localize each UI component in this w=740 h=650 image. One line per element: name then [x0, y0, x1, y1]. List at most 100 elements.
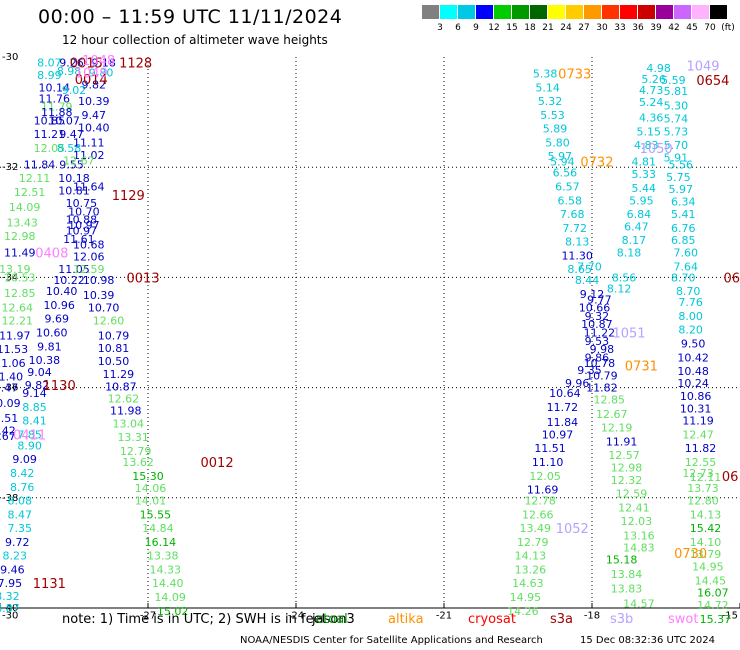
wave-height-label: 5.59 — [661, 74, 686, 87]
wave-height-label: 14.63 — [512, 577, 544, 590]
wave-height-label: 5.41 — [671, 208, 696, 221]
wave-height-label: 7.76 — [678, 296, 703, 309]
wave-height-label: 9.12 — [580, 288, 605, 301]
wave-height-label: 5.70 — [664, 139, 689, 152]
wave-height-label: 5.73 — [664, 125, 689, 138]
wave-height-label: 12.60 — [93, 314, 125, 327]
wave-height-label: 5.94 — [550, 156, 575, 169]
wave-height-label: 5.30 — [664, 99, 689, 112]
chart-subtitle: 12 hour collection of altimeter wave hei… — [62, 33, 328, 47]
legend-label: 45 — [686, 23, 698, 33]
wave-height-label: 14.09 — [154, 591, 186, 604]
y-tick-label: -40 — [2, 603, 18, 614]
pass-time-label: 0730 — [674, 547, 707, 562]
wave-height-label: 4.81 — [632, 156, 657, 169]
pass-time-label: 0013 — [127, 271, 160, 286]
wave-height-label: 5.53 — [540, 109, 565, 122]
chart-title: 00:00 – 11:59 UTC 11/11/2024 — [38, 6, 343, 28]
wave-height-label: 11.82 — [586, 382, 618, 395]
wave-height-label: 12.98 — [611, 461, 643, 474]
wave-height-label: 10.87 — [105, 380, 137, 393]
wave-height-label: 8.23 — [3, 550, 28, 563]
wave-height-label: 4.36 — [639, 112, 664, 125]
wave-height-label: 14.06 — [135, 482, 167, 495]
x-tick-label: -15 — [722, 610, 738, 621]
x-tick-label: -18 — [584, 610, 600, 621]
wave-height-label: 4.73 — [639, 84, 664, 97]
wave-height-label: 13.84 — [611, 568, 643, 581]
wave-height-label: 10.47 — [0, 382, 18, 395]
wave-height-label: 9.77 — [587, 293, 612, 306]
wave-height-label: 9.80 — [89, 66, 114, 79]
footer-note: note: 1) Time is in UTC; 2) SWH is in fe… — [62, 612, 327, 627]
wave-height-label: 6.84 — [627, 208, 652, 221]
wave-height-label: 10.70 — [88, 302, 120, 315]
wave-height-label: 11.05 — [58, 263, 90, 276]
timestamp-text: 15 Dec 08:32:36 UTC 2024 — [580, 635, 715, 646]
pass-time-label: 06 — [722, 470, 739, 485]
wave-height-label: 8.12 — [607, 282, 632, 295]
wave-height-label: 11.21 — [34, 128, 66, 141]
wave-height-label: 12.51 — [14, 186, 46, 199]
wave-height-label: 13.19 — [0, 263, 31, 276]
legend-swatch — [530, 5, 547, 19]
wave-height-label: 13.31 — [117, 431, 149, 444]
wave-height-label: 14.84 — [142, 522, 174, 535]
wave-height-label: 9.18 — [91, 57, 116, 70]
wave-height-label: 5.24 — [639, 96, 664, 109]
wave-height-label: 12.73 — [682, 467, 714, 480]
wave-height-label: 10.86 — [680, 390, 712, 403]
wave-height-label: 9.50 — [681, 338, 706, 351]
pass-time-label: 1048 — [82, 54, 115, 69]
legend-swatch — [548, 5, 565, 19]
legend-label: 18 — [524, 23, 536, 33]
legend-swatch — [566, 5, 583, 19]
wave-height-label: 14.57 — [623, 598, 655, 611]
wave-height-label: 10.38 — [29, 354, 61, 367]
wave-height-label: 10.97 — [66, 225, 98, 238]
wave-height-label: 12.21 — [2, 314, 34, 327]
legend-label: 6 — [455, 23, 461, 33]
wave-height-label: 14.10 — [690, 536, 722, 549]
wave-height-label: 11.84 — [24, 158, 56, 171]
y-tick-label: -30 — [2, 52, 18, 63]
wave-height-label: 13.83 — [611, 583, 643, 596]
wave-height-label: 11.30 — [561, 249, 593, 262]
wave-height-label: 8.58 — [57, 142, 82, 155]
wave-height-label: 9.14 — [22, 387, 47, 400]
wave-height-label: 11.79 — [41, 101, 73, 114]
wave-height-label: 5.89 — [543, 123, 568, 136]
wave-height-label: 11.82 — [685, 442, 717, 455]
wave-height-label: 7.64 — [673, 260, 698, 273]
wave-height-label: 16.14 — [145, 536, 177, 549]
wave-height-label: 14.40 — [152, 577, 184, 590]
wave-height-label: 11.02 — [73, 149, 105, 162]
y-tick-label: -36 — [2, 383, 18, 394]
legend-swatch — [638, 5, 655, 19]
wave-height-label: 15.18 — [606, 554, 638, 567]
wave-height-label: 12.41 — [618, 502, 650, 515]
wave-height-label: 5.97 — [669, 183, 694, 196]
wave-height-label: 13.49 — [520, 522, 552, 535]
x-tick-label: -21 — [436, 610, 452, 621]
wave-height-label: 11.88 — [41, 106, 73, 119]
wave-height-label: 6.47 — [624, 221, 649, 234]
wave-height-label: 6.34 — [671, 195, 696, 208]
wave-height-label: 15.55 — [140, 508, 172, 521]
wave-height-label: 11.72 — [547, 401, 579, 414]
wave-height-label: 10.70 — [68, 205, 100, 218]
wave-height-label: 9.96 — [565, 377, 590, 390]
wave-height-label: 12.03 — [621, 515, 653, 528]
wave-height-label: 12.66 — [522, 508, 554, 521]
wave-height-label: 10.97 — [542, 428, 574, 441]
wave-height-label: 10.75 — [66, 197, 98, 210]
wave-height-label: 12.98 — [4, 230, 36, 243]
legend-label: 36 — [632, 23, 644, 33]
wave-height-label: 7.35 — [7, 522, 32, 535]
wave-height-label: 14.26 — [507, 605, 539, 618]
wave-height-label: 7.95 — [0, 577, 22, 590]
legend-label: 15 — [506, 23, 518, 33]
wave-height-label: 9.53 — [585, 335, 610, 348]
wave-height-label: 14.72 — [697, 599, 729, 612]
wave-height-label: 7.60 — [673, 247, 698, 260]
